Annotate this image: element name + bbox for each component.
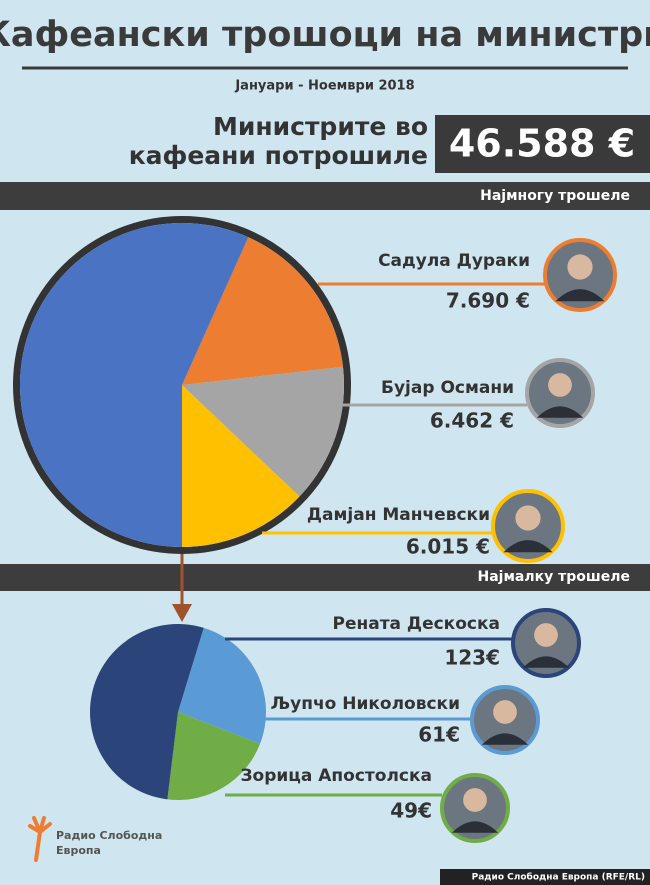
photo-head <box>567 254 593 280</box>
amount: 6.462 € <box>430 409 514 433</box>
logo-mark <box>28 816 52 862</box>
pie-slice <box>178 627 267 744</box>
photo <box>511 608 581 678</box>
photo <box>470 685 540 755</box>
photo-head <box>493 700 517 724</box>
photo-body <box>522 656 570 668</box>
photo-body <box>536 406 584 418</box>
logo-text: Европа <box>56 844 101 857</box>
pie <box>13 216 351 554</box>
pie <box>90 624 267 800</box>
photo-head <box>548 373 572 397</box>
photo-body <box>555 289 605 302</box>
pie-border <box>13 216 351 554</box>
total-value: 46.588 € <box>449 122 635 166</box>
photo-body <box>503 540 553 553</box>
pie-slice <box>167 712 261 800</box>
section-title: Најмалку трошеле <box>478 569 630 585</box>
credit: Радио Слободна Европа (RFE/RL) <box>472 872 645 883</box>
logo: Радио Слободна Европа <box>28 816 162 862</box>
photo <box>440 773 510 843</box>
section-title: Најмногу трошеле <box>480 188 630 204</box>
minister-name: Бујар Османи <box>381 378 514 398</box>
arrow-head <box>172 604 192 622</box>
amount: 123€ <box>444 646 500 670</box>
title: Кафеански трошоци на министри <box>0 15 650 55</box>
section-band <box>0 564 650 591</box>
pie-slice <box>182 366 344 497</box>
total-caption: кафеани потрошиле <box>129 141 428 170</box>
photo <box>543 238 617 312</box>
minister-name: Садула Дураки <box>378 251 530 271</box>
amount: 7.690 € <box>446 289 530 313</box>
photo-body <box>451 821 499 833</box>
minister-name: Дамјан Манчевски <box>307 505 490 525</box>
subtitle: Јануари - Ноември 2018 <box>234 79 414 94</box>
photo-head <box>515 505 541 531</box>
total-caption: Министрите во <box>213 112 428 141</box>
photo-head <box>463 788 487 812</box>
minister-name: Рената Дескоска <box>332 614 500 634</box>
photo-body <box>481 733 529 745</box>
photo <box>491 489 565 563</box>
amount: 49€ <box>390 799 432 823</box>
pie-slice <box>182 237 343 385</box>
amount: 6.015 € <box>406 535 490 559</box>
amount: 61€ <box>418 723 460 747</box>
section-band <box>0 182 650 210</box>
pie-slice <box>90 624 204 800</box>
credit-band <box>440 869 650 885</box>
minister-name: Зорица Апостолска <box>240 766 432 786</box>
pie-slice <box>19 223 249 547</box>
photo <box>525 358 595 428</box>
total-box <box>435 115 650 173</box>
pie-slice <box>182 385 300 547</box>
minister-name: Љупчо Николовски <box>271 694 461 714</box>
photo-head <box>534 623 558 647</box>
logo-text: Радио Слободна <box>56 829 162 842</box>
